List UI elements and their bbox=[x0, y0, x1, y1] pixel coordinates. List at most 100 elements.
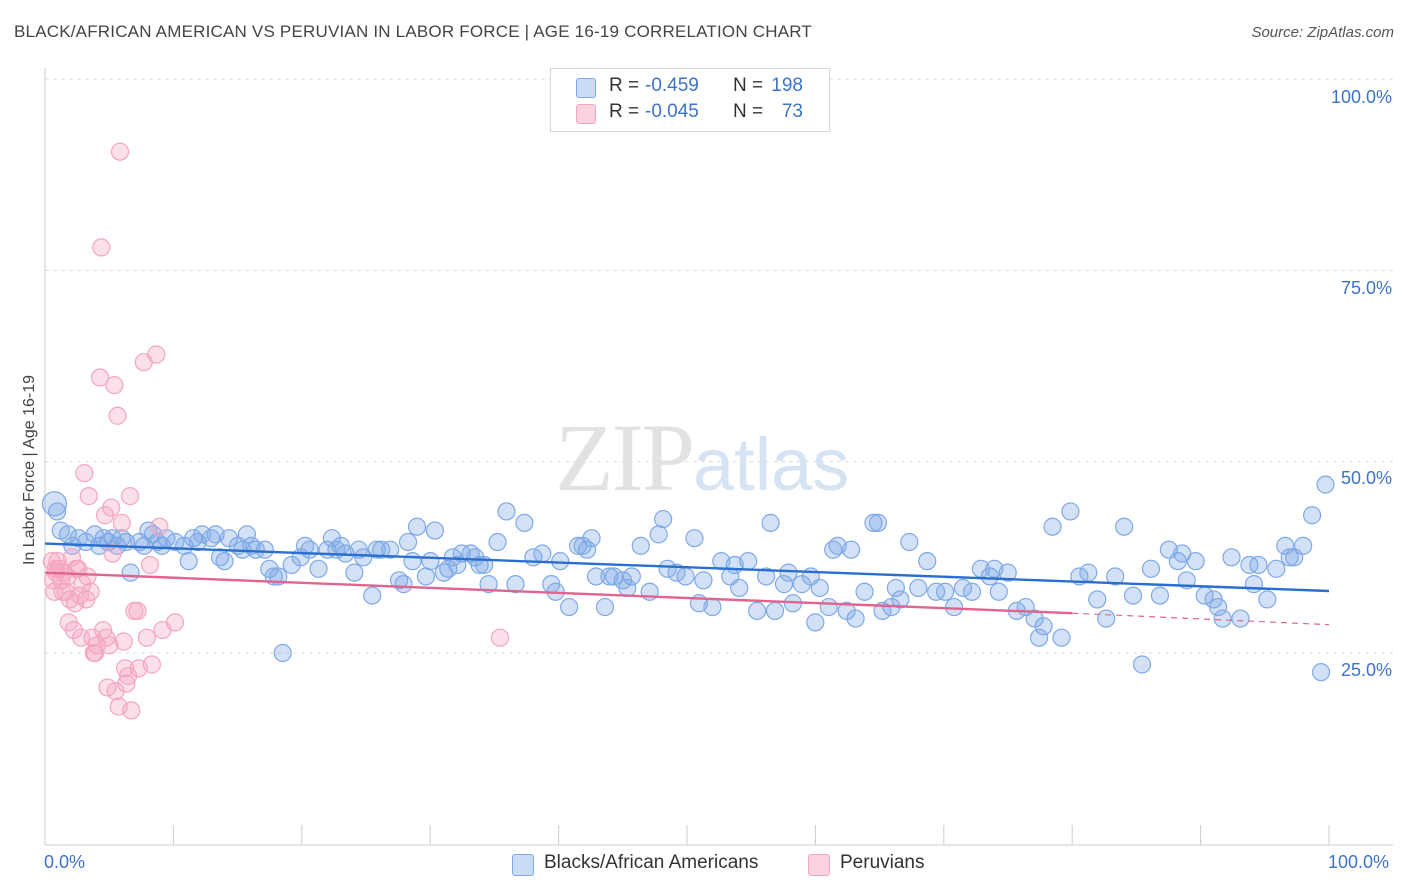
legend-swatch-peruvians bbox=[576, 104, 596, 124]
blacks-point bbox=[488, 532, 507, 552]
peruvians-point bbox=[64, 620, 83, 640]
blacks-point bbox=[864, 513, 883, 532]
blacks-point bbox=[497, 502, 516, 521]
peruvians-point bbox=[103, 544, 122, 563]
blacks-point bbox=[1222, 548, 1241, 567]
blacks-point bbox=[1249, 555, 1268, 575]
blacks-point bbox=[600, 567, 619, 586]
blacks-point bbox=[1106, 567, 1125, 586]
y-tick-label-50: 50.0% bbox=[1340, 468, 1392, 488]
peruvians-point bbox=[108, 406, 127, 425]
peruvians-point bbox=[114, 632, 133, 651]
legend-r-label: R = bbox=[609, 101, 640, 122]
blacks-point bbox=[685, 529, 704, 548]
legend-n-label: N = bbox=[733, 101, 764, 122]
blacks-point bbox=[157, 529, 176, 548]
watermark-atlas: atlas bbox=[693, 423, 850, 506]
blacks-point bbox=[515, 513, 534, 532]
blacks-point bbox=[551, 552, 570, 571]
peruvians-point bbox=[128, 601, 147, 621]
blacks-point bbox=[586, 567, 606, 586]
blacks-point bbox=[1079, 563, 1098, 582]
peruvians-point bbox=[165, 613, 185, 632]
blacks-point bbox=[206, 525, 225, 544]
blacks-point bbox=[1115, 517, 1134, 536]
peruvians-point bbox=[150, 517, 169, 536]
blacks-point bbox=[1244, 575, 1264, 594]
peruvians-point bbox=[90, 368, 110, 387]
trend-line-peruvians bbox=[44, 571, 1073, 615]
blacks-point bbox=[1132, 655, 1152, 674]
peruvians-point bbox=[87, 636, 106, 655]
blacks-point bbox=[703, 597, 722, 617]
peruvians-point bbox=[62, 548, 81, 567]
blacks-point bbox=[1280, 548, 1299, 567]
peruvians-point bbox=[120, 487, 140, 506]
blacks-point bbox=[300, 540, 319, 559]
bottom-legend-label-blacks: Blacks/African Americans bbox=[544, 852, 759, 873]
blacks-point bbox=[918, 552, 937, 571]
peruvians-point bbox=[105, 376, 124, 395]
blacks-point bbox=[819, 597, 838, 617]
blacks-point bbox=[1294, 536, 1313, 555]
peruvians-point bbox=[122, 701, 141, 720]
peruvians-point bbox=[92, 238, 111, 257]
peruvians-point bbox=[147, 345, 166, 364]
bottom-legend-swatch-blacks bbox=[512, 854, 534, 876]
blacks-point bbox=[1231, 609, 1250, 628]
legend-swatch-blacks bbox=[576, 78, 596, 98]
blacks-point bbox=[407, 517, 427, 536]
blacks-point bbox=[1034, 617, 1053, 636]
blacks-point bbox=[1186, 552, 1205, 571]
legend-n-value: 198 bbox=[771, 75, 803, 96]
blacks-point bbox=[1209, 597, 1228, 617]
x-tick-marks bbox=[44, 825, 1330, 845]
blacks-point bbox=[886, 578, 905, 598]
blacks-point bbox=[381, 540, 400, 559]
legend-n-label: N = bbox=[733, 75, 764, 96]
peruvians-point bbox=[102, 498, 121, 517]
blacks-point bbox=[989, 582, 1008, 601]
peruvians-point bbox=[81, 582, 100, 601]
blacks-point bbox=[962, 582, 982, 601]
blacks-point bbox=[604, 567, 624, 586]
blacks-point bbox=[985, 559, 1004, 578]
blacks-point bbox=[756, 567, 776, 586]
blacks-point bbox=[1088, 590, 1107, 609]
x-tick-label-0: 0.0% bbox=[44, 852, 86, 872]
source-label: Source: ZipAtlas.com bbox=[1251, 24, 1394, 41]
y-tick-label-100: 100.0% bbox=[1330, 87, 1392, 107]
blacks-point bbox=[649, 525, 668, 544]
blacks-point bbox=[237, 525, 257, 544]
blacks-point bbox=[595, 597, 615, 617]
blacks-point bbox=[748, 601, 767, 621]
blacks-point bbox=[421, 552, 440, 571]
blacks-point bbox=[765, 601, 785, 621]
peruvians-point bbox=[137, 628, 156, 647]
trend-line-peruvians-extrapolated bbox=[1072, 612, 1330, 626]
blacks-point bbox=[1213, 609, 1232, 628]
blacks-point bbox=[215, 552, 234, 571]
blacks-point bbox=[569, 536, 588, 555]
blacks-point bbox=[774, 575, 794, 594]
blacks-point bbox=[506, 575, 525, 594]
blacks-point bbox=[577, 540, 597, 559]
trend-line-blacks bbox=[44, 542, 1330, 593]
peruvians-point bbox=[142, 655, 161, 674]
peruvians-point bbox=[78, 567, 97, 586]
blacks-point bbox=[403, 552, 422, 571]
watermark: ZIPatlas bbox=[555, 402, 849, 513]
blacks-point bbox=[582, 529, 601, 548]
peruvians-point bbox=[140, 555, 160, 575]
series-peruvians-points bbox=[42, 142, 510, 720]
blacks-point bbox=[367, 540, 386, 559]
blacks-point bbox=[425, 521, 444, 540]
peruvians-point bbox=[48, 552, 67, 571]
blacks-point bbox=[398, 532, 418, 552]
blacks-point bbox=[730, 578, 749, 598]
legend-n-value: 73 bbox=[781, 101, 803, 122]
blacks-point bbox=[658, 559, 677, 578]
blacks-point bbox=[85, 525, 104, 544]
blacks-point bbox=[1141, 559, 1161, 578]
peruvians-point bbox=[490, 628, 510, 647]
